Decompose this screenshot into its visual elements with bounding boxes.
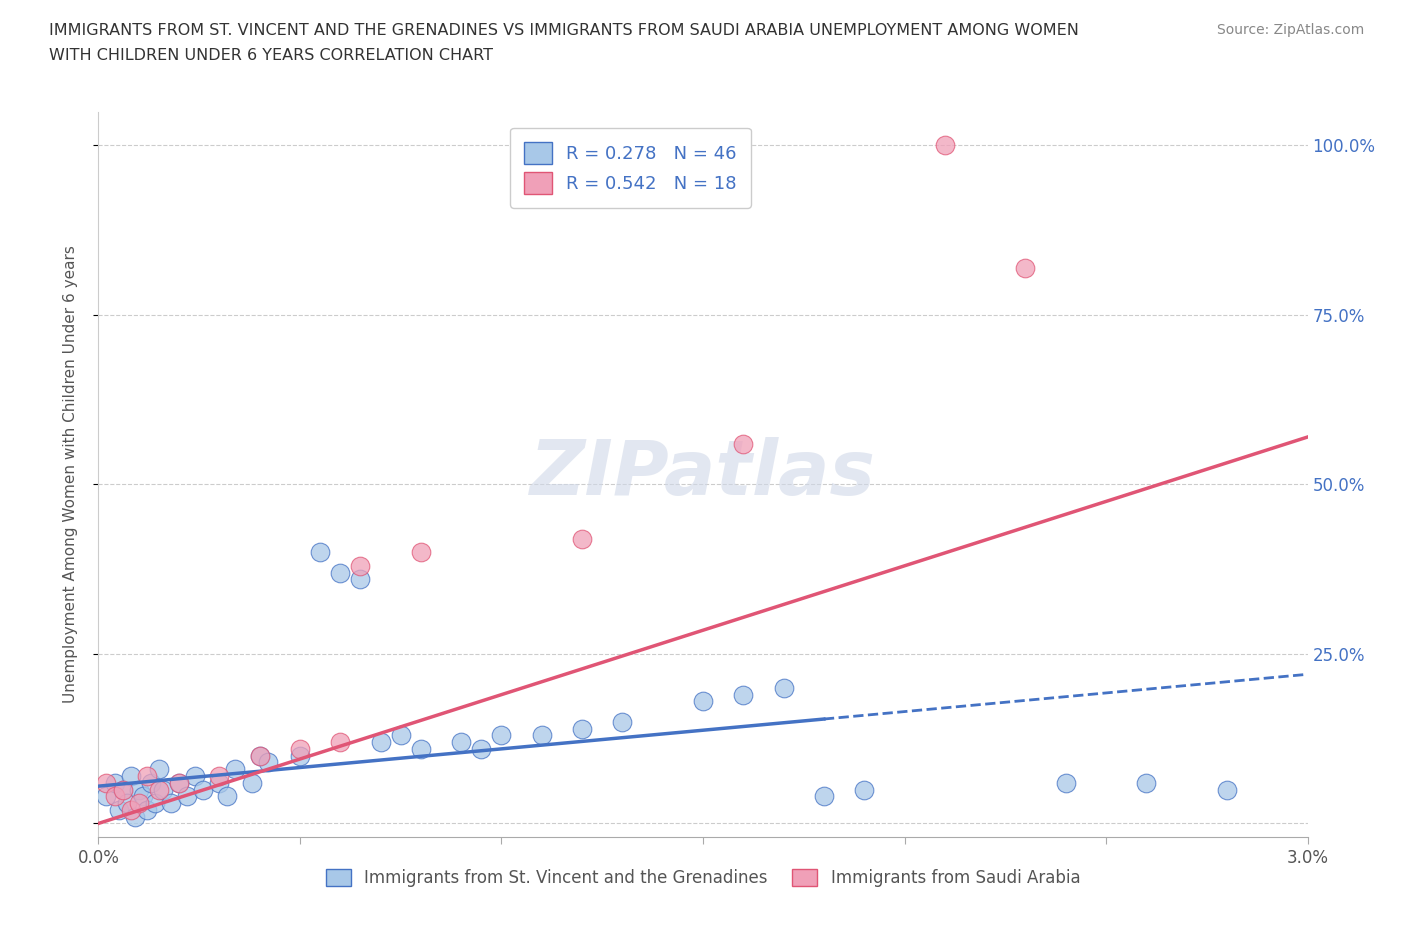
Text: IMMIGRANTS FROM ST. VINCENT AND THE GRENADINES VS IMMIGRANTS FROM SAUDI ARABIA U: IMMIGRANTS FROM ST. VINCENT AND THE GREN…: [49, 23, 1078, 38]
Point: [120, 803, 142, 817]
Point: [208, 776, 231, 790]
Point: [128, 782, 150, 797]
Point: [1135, 776, 1157, 790]
Point: [530, 728, 553, 743]
Point: [612, 714, 634, 729]
Text: WITH CHILDREN UNDER 6 YEARS CORRELATION CHART: WITH CHILDREN UNDER 6 YEARS CORRELATION …: [49, 48, 494, 63]
Point: [450, 735, 472, 750]
Point: [124, 809, 146, 824]
Point: [167, 776, 190, 790]
Point: [288, 749, 311, 764]
Point: [224, 762, 246, 777]
Point: [148, 762, 170, 777]
Point: [733, 436, 755, 451]
Text: Source: ZipAtlas.com: Source: ZipAtlas.com: [1216, 23, 1364, 37]
Point: [329, 565, 352, 580]
Point: [96, 789, 118, 804]
Point: [813, 789, 835, 804]
Point: [571, 531, 593, 546]
Point: [934, 138, 956, 153]
Legend: Immigrants from St. Vincent and the Grenadines, Immigrants from Saudi Arabia: Immigrants from St. Vincent and the Gren…: [319, 862, 1087, 894]
Point: [1014, 260, 1036, 275]
Point: [349, 558, 371, 573]
Point: [389, 728, 412, 743]
Point: [240, 776, 263, 790]
Y-axis label: Unemployment Among Women with Children Under 6 years: Unemployment Among Women with Children U…: [63, 246, 77, 703]
Point: [132, 789, 155, 804]
Point: [470, 741, 492, 756]
Point: [329, 735, 352, 750]
Point: [249, 749, 271, 764]
Point: [152, 782, 174, 797]
Point: [148, 782, 170, 797]
Point: [288, 741, 311, 756]
Point: [571, 721, 593, 736]
Point: [208, 768, 231, 783]
Point: [115, 796, 138, 811]
Point: [409, 545, 432, 560]
Point: [128, 796, 150, 811]
Point: [217, 789, 239, 804]
Point: [409, 741, 432, 756]
Point: [370, 735, 392, 750]
Point: [135, 803, 157, 817]
Point: [103, 789, 125, 804]
Point: [184, 768, 207, 783]
Point: [772, 681, 794, 696]
Point: [96, 776, 118, 790]
Point: [111, 782, 134, 797]
Point: [256, 755, 278, 770]
Point: [167, 776, 190, 790]
Point: [111, 782, 134, 797]
Point: [193, 782, 215, 797]
Point: [692, 694, 714, 709]
Point: [309, 545, 332, 560]
Point: [176, 789, 198, 804]
Point: [103, 776, 125, 790]
Point: [249, 749, 271, 764]
Text: ZIPatlas: ZIPatlas: [530, 437, 876, 512]
Point: [349, 572, 371, 587]
Point: [1216, 782, 1239, 797]
Point: [139, 776, 162, 790]
Point: [143, 796, 166, 811]
Point: [1054, 776, 1077, 790]
Point: [107, 803, 129, 817]
Point: [491, 728, 513, 743]
Point: [120, 768, 142, 783]
Point: [160, 796, 183, 811]
Point: [135, 768, 157, 783]
Point: [733, 687, 755, 702]
Point: [853, 782, 876, 797]
